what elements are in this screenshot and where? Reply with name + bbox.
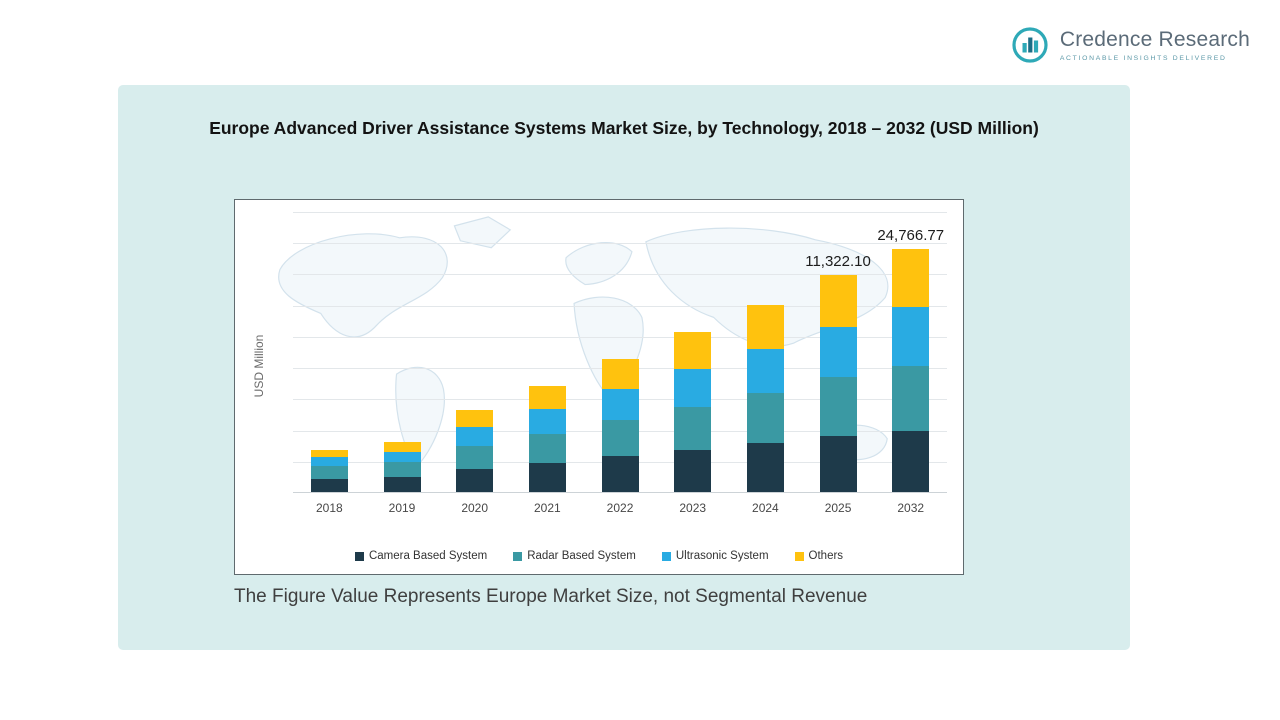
legend-swatch	[661, 551, 671, 561]
chart-panel: Europe Advanced Driver Assistance System…	[118, 85, 1130, 650]
bar-segment-others-2018	[310, 450, 348, 458]
bar-segment-others-2032	[892, 249, 930, 308]
x-axis-label-2020: 2020	[461, 501, 489, 515]
bar-segment-ultrasonic-system-2025	[819, 326, 857, 378]
bar-segment-radar-based-system-2024	[746, 392, 784, 444]
x-axis-label-2021: 2021	[534, 501, 561, 515]
bar-segment-camera-based-system-2018	[310, 479, 348, 492]
bar-total-label-2032: 24,766.77	[877, 227, 945, 244]
legend-label: Radar Based System	[527, 550, 636, 562]
bar-segment-camera-based-system-2032	[892, 431, 930, 492]
legend-label: Ultrasonic System	[675, 550, 769, 562]
bar-segment-camera-based-system-2020	[456, 468, 494, 492]
bar-segment-ultrasonic-system-2018	[310, 457, 348, 467]
bar-column-2018	[293, 212, 366, 492]
bar-segment-ultrasonic-system-2024	[746, 349, 784, 393]
bar-segment-radar-based-system-2022	[601, 420, 639, 457]
legend-swatch	[794, 551, 804, 561]
bar-segment-radar-based-system-2032	[892, 365, 930, 432]
figure-note: The Figure Value Represents Europe Marke…	[234, 586, 868, 607]
logo-tagline: Actionable Insights Delivered	[1059, 55, 1227, 62]
gridline	[293, 305, 947, 307]
bar-segment-camera-based-system-2024	[746, 443, 784, 492]
legend-swatch	[354, 551, 364, 561]
bar-segment-camera-based-system-2021	[528, 462, 566, 492]
bar-stack-2021	[528, 386, 566, 492]
bar-segment-radar-based-system-2018	[310, 466, 348, 480]
stacked-bar-chart: USD Million 11,322.10 24,766.77 2018 2019 2…	[234, 199, 964, 575]
x-axis-label-2019: 2019	[388, 501, 416, 515]
bars-row: 11,322.10 24,766.77	[293, 212, 947, 492]
bar-segment-radar-based-system-2025	[819, 377, 857, 436]
bar-column-2024	[729, 212, 802, 492]
bar-segment-others-2021	[528, 386, 566, 409]
gridline	[293, 336, 947, 338]
bar-segment-others-2022	[601, 359, 639, 390]
bar-stack-2022	[601, 359, 639, 492]
credence-research-logo: Credence Research Actionable Insights De…	[1009, 24, 1250, 66]
bar-column-2032: 24,766.77	[874, 212, 947, 492]
bar-segment-ultrasonic-system-2032	[892, 307, 930, 366]
bar-column-2020	[438, 212, 511, 492]
bar-stack-2032	[892, 249, 930, 492]
bar-segment-others-2024	[746, 305, 784, 350]
bar-stack-2019	[383, 442, 421, 492]
bar-segment-ultrasonic-system-2022	[601, 389, 639, 421]
bar-segment-camera-based-system-2019	[383, 476, 421, 492]
gridline	[293, 274, 947, 276]
bar-segment-radar-based-system-2020	[456, 445, 494, 469]
bar-segment-others-2019	[383, 442, 421, 452]
bar-stack-2018	[310, 450, 348, 492]
x-axis-label-2018: 2018	[315, 501, 343, 515]
bar-segment-others-2025	[819, 275, 857, 327]
chart-title: Europe Advanced Driver Assistance System…	[209, 118, 1039, 138]
bar-segment-camera-based-system-2023	[674, 449, 712, 492]
bar-stack-2023	[674, 332, 712, 492]
legend-label: Camera Based System	[368, 550, 488, 562]
bar-column-2023	[656, 212, 729, 492]
credence-logo-icon	[1009, 24, 1051, 66]
logo-company-name: Credence Research	[1059, 28, 1250, 51]
bar-segment-others-2023	[674, 332, 712, 370]
legend-swatch	[513, 551, 523, 561]
gridline	[293, 212, 947, 213]
x-axis-labels: 2018 2019 2020 2021 2022 2023 2024 2025 2032	[293, 501, 947, 515]
bar-column-2022	[584, 212, 657, 492]
bar-segment-ultrasonic-system-2023	[674, 369, 712, 407]
y-axis-label: USD Million	[252, 334, 266, 398]
x-axis-label-2024: 2024	[752, 501, 779, 515]
bar-stack-2020	[456, 410, 494, 492]
x-axis-label-2032: 2032	[897, 501, 925, 515]
bar-segment-radar-based-system-2023	[674, 406, 712, 450]
chart-legend: Camera Based System Radar Based System Ult…	[235, 550, 963, 562]
bar-total-label-2025: 11,322.10	[805, 253, 871, 270]
bar-segment-radar-based-system-2019	[383, 462, 421, 477]
bar-segment-ultrasonic-system-2021	[528, 408, 566, 434]
bar-column-2021	[511, 212, 584, 492]
gridline	[293, 243, 947, 245]
bar-segment-ultrasonic-system-2020	[456, 426, 494, 446]
bar-segment-others-2020	[456, 410, 494, 427]
x-axis-label-2022: 2022	[606, 501, 634, 515]
legend-item-others: Others	[794, 550, 844, 562]
bar-segment-camera-based-system-2022	[601, 456, 639, 492]
x-axis-label-2025: 2025	[824, 501, 852, 515]
bar-stack-2024	[746, 305, 784, 492]
x-axis-label-2023: 2023	[679, 501, 707, 515]
legend-item-ultrasonic-system: Ultrasonic System	[661, 550, 769, 562]
bar-column-2025: 11,322.10	[802, 212, 875, 492]
bar-segment-ultrasonic-system-2019	[383, 451, 421, 463]
bar-column-2019	[366, 212, 439, 492]
bar-stack-2025	[819, 275, 857, 492]
bar-segment-radar-based-system-2021	[528, 433, 566, 463]
plot-area: 11,322.10 24,766.77	[293, 212, 947, 493]
legend-item-camera-based-system: Camera Based System	[354, 550, 488, 562]
legend-label: Others	[808, 550, 844, 562]
legend-item-radar-based-system: Radar Based System	[513, 550, 636, 562]
bar-segment-camera-based-system-2025	[819, 435, 857, 492]
